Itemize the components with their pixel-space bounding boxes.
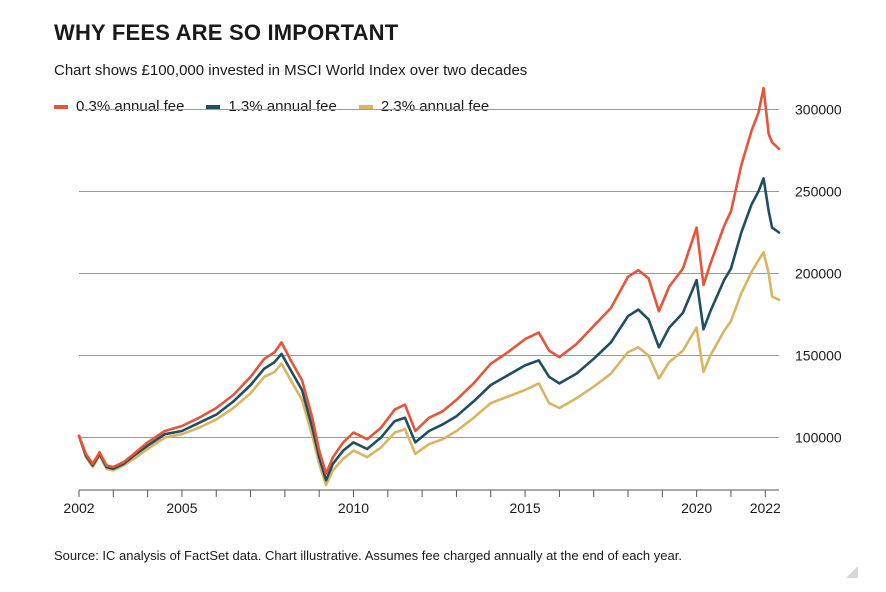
x-tick-label-2015: 2015 [510,500,541,516]
legend-item-1: 1.3% annual fee [206,98,337,115]
series-line-0 [77,86,781,475]
legend-swatch-1 [206,104,221,109]
chart-subtitle: Chart shows £100,000 invested in MSCI Wo… [54,62,528,79]
y-tick-label-200000: 200000 [795,266,842,282]
y-axis-labels: 100000 150000 200000 250000 300000 [795,102,842,446]
y-tick-label-300000: 300000 [795,102,842,118]
legend-item-0: 0.3% annual fee [54,98,184,115]
y-tick-label-150000: 150000 [795,348,842,364]
legend: 0.3% annual fee 1.3% annual fee 2.3% ann… [54,98,489,115]
series-line-2 [77,250,781,487]
x-tick-label-2020: 2020 [681,500,712,516]
x-tick-label-2010: 2010 [338,500,369,516]
y-tick-label-250000: 250000 [795,184,842,200]
x-axis-labels: 2002 2005 2010 2015 2020 2022 [63,500,781,516]
legend-swatch-0 [54,104,68,109]
x-tick-label-2022: 2022 [750,500,781,516]
legend-item-2: 2.3% annual fee [358,98,490,115]
source-note: Source: IC analysis of FactSet data. Cha… [54,548,682,563]
x-tick-label-2005: 2005 [166,500,197,516]
gridlines [79,109,779,439]
chart-title: WHY FEES ARE SO IMPORTANT [54,20,399,45]
resize-corner-icon [846,566,858,578]
series-line-1 [77,177,781,482]
legend-swatch-2 [358,104,373,109]
legend-label-0: 0.3% annual fee [76,98,185,115]
y-tick-label-100000: 100000 [795,430,842,446]
legend-label-2: 2.3% annual fee [380,98,490,115]
x-tick-label-2002: 2002 [63,500,94,516]
series-lines [77,86,781,487]
legend-label-1: 1.3% annual fee [228,98,337,115]
x-axis [78,489,779,497]
